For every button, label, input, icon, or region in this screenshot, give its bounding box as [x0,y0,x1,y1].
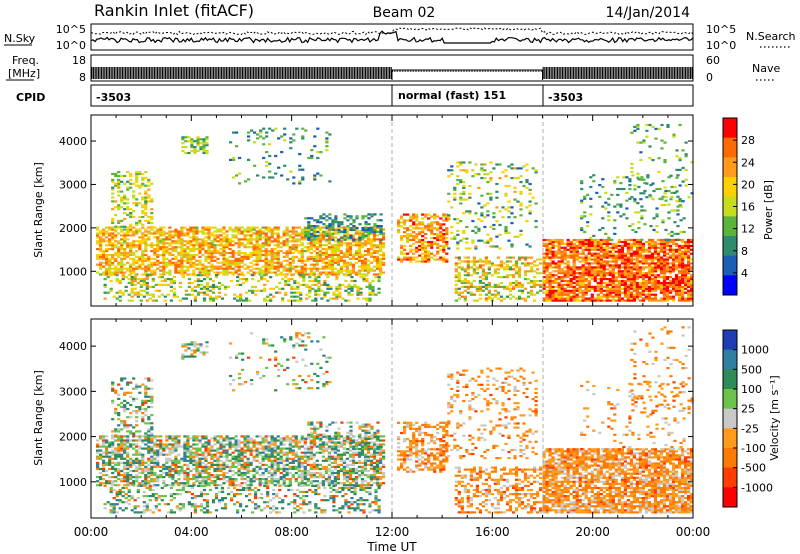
power-data-cells [96,123,694,302]
nave-tick-top: 60 [706,54,720,67]
noise-left-tick-bottom: 10^0 [56,39,86,52]
velocity-colorbar-swatches [723,330,737,508]
cpid-segment-3: -3503 [548,91,583,104]
noise-search-trace [90,27,694,36]
time-ut-label: Time UT [366,540,417,554]
nave-tick-bottom: 0 [706,71,713,84]
noise-panel: N.Sky 10^5 10^0 10^5 10^0 N.Search [4,23,796,52]
freq-unit: [MHz] [8,67,40,80]
nsky-label: N.Sky [4,32,36,45]
velocity-xaxis: 00:00 04:00 08:00 12:00 16:00 20:00 00:00 [74,319,710,539]
beam-title: Beam 02 [373,5,436,21]
station-title: Rankin Inlet (fitACF) [94,1,254,20]
freq-tick-bottom: 8 [79,71,86,84]
power-xaxis [90,115,694,306]
noise-right-tick-bottom: 10^0 [706,39,736,52]
velocity-ylabel: Slant Range [km] [32,370,45,466]
power-ylabel: Slant Range [km] [32,162,45,258]
nave-label: Nave [752,62,780,75]
noise-right-tick-top: 10^5 [706,23,736,36]
freq-panel: Freq. [MHz] 18 8 60 0 Nave [6,54,780,84]
velocity-colorbar-label: Velocity [m s⁻¹] [768,375,781,460]
power-colorbar-label: Power [dB] [762,180,775,240]
freq-nave-trace [91,67,693,80]
nsearch-label: N.Search [746,30,796,43]
cpid-segment-2: normal (fast) 151 [398,89,506,102]
cpid-panel: CPID -3503 normal (fast) 151 -3503 [16,84,694,107]
noise-left-tick-top: 10^5 [56,23,86,36]
cpid-label: CPID [16,91,45,104]
velocity-data-cells [96,326,694,514]
noise-sky-trace [90,30,694,44]
freq-tick-top: 18 [72,54,86,67]
cpid-segment-1: -3503 [96,91,131,104]
freq-label: Freq. [12,54,39,67]
date-title: 14/Jan/2014 [606,5,691,21]
